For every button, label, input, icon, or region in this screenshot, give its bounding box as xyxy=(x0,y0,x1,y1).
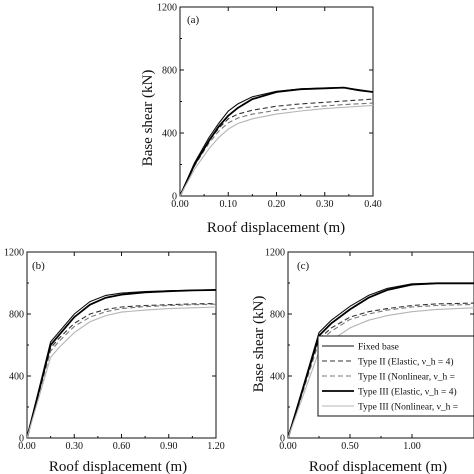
y-tick-label: 1200 xyxy=(157,3,177,14)
x-tick-label: 0.00 xyxy=(171,199,189,210)
panel-a-ylabel: Base shear (kN) xyxy=(140,70,156,167)
panel-c-ylabel: Base shear (kN) xyxy=(251,296,267,393)
y-tick-label: 800 xyxy=(9,310,24,321)
legend-label-fixed: Fixed base xyxy=(358,343,399,353)
panel-c: Base shear (kN) Roof displacement (m) (c… xyxy=(251,248,474,474)
series-line-t2e xyxy=(26,302,217,439)
x-tick-label: 0.40 xyxy=(364,199,382,210)
legend-label-t3n: Type III (Nonlinear, ν_h = xyxy=(358,402,458,413)
y-tick-label: 0 xyxy=(19,434,24,445)
panel-a-xlabel: Roof displacement (m) xyxy=(207,220,345,236)
y-tick-label: 800 xyxy=(162,66,177,77)
series-line-t3e xyxy=(179,86,374,197)
x-tick-label: 1.20 xyxy=(207,441,225,452)
series-line-t3n xyxy=(179,104,374,197)
x-tick-label: 1.00 xyxy=(403,441,421,452)
x-tick-label: 0.00 xyxy=(18,441,36,452)
y-tick-label: 400 xyxy=(9,372,24,383)
x-tick-label: 0.10 xyxy=(220,199,238,210)
series-line-t2e xyxy=(287,302,474,439)
y-tick-label: 0 xyxy=(172,192,177,203)
series-line-t2n xyxy=(179,102,374,197)
legend-label-t2e: Type II (Elastic, ν_h = 4) xyxy=(358,357,454,368)
x-tick-label: 0.30 xyxy=(316,199,334,210)
panel-b-xlabel: Roof displacement (m) xyxy=(49,459,187,474)
x-tick-label: 0.30 xyxy=(66,441,84,452)
x-tick-label: 0.60 xyxy=(113,441,131,452)
legend-label-t2n: Type II (Nonlinear, ν_h = xyxy=(358,372,455,383)
series-line-t2n xyxy=(26,303,217,439)
series-line-t3e xyxy=(26,289,217,439)
y-tick-label: 400 xyxy=(270,372,285,383)
panel-b: Roof displacement (m) (b) 0.00 0.30 0.60 0.… xyxy=(4,248,225,474)
panel-a-tag: (a) xyxy=(187,14,200,26)
panel-c-tag: (c) xyxy=(297,260,310,272)
panel-a: Base shear (kN) Roof displacement (m) (a… xyxy=(140,3,382,237)
x-tick-label: 0.20 xyxy=(268,199,286,210)
y-tick-label: 1200 xyxy=(4,248,24,259)
legend-box xyxy=(317,335,474,417)
panel-b-tag: (b) xyxy=(32,260,45,272)
legend-label-t3e: Type III (Elastic, ν_h = 4) xyxy=(358,387,457,398)
panel-c-xlabel: Roof displacement (m) xyxy=(309,459,447,474)
legend: Fixed base Type II (Elastic, ν_h = 4) Type… xyxy=(317,335,474,417)
y-tick-label: 800 xyxy=(270,310,285,321)
series-line-t3n xyxy=(26,306,217,439)
x-tick-label: 0.90 xyxy=(160,441,178,452)
x-tick-label: 0.50 xyxy=(341,441,359,452)
y-tick-label: 400 xyxy=(162,129,177,140)
series-line-t3e xyxy=(287,282,474,439)
y-tick-label: 0 xyxy=(280,434,285,445)
x-tick-label: 0.00 xyxy=(279,441,297,452)
y-tick-label: 1200 xyxy=(265,248,285,259)
